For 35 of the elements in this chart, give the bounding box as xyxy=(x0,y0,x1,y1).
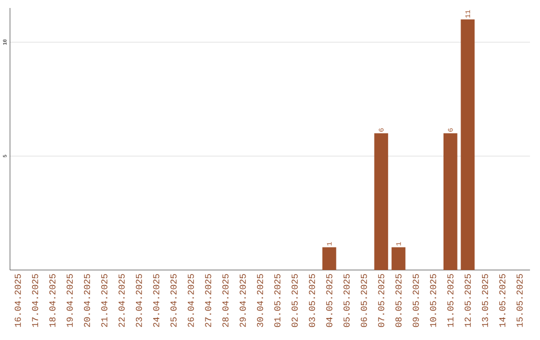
x-tick-label: 15.05.2025 xyxy=(516,274,523,327)
x-tick-label: 07.05.2025 xyxy=(378,274,384,327)
x-tick-label: 16.04.2025 xyxy=(14,274,21,327)
bar xyxy=(443,133,458,270)
x-tick-label: 08.05.2025 xyxy=(395,274,402,327)
bar xyxy=(322,247,336,270)
x-tick-label: 24.04.2025 xyxy=(153,274,160,327)
x-tick-label: 09.05.2025 xyxy=(412,274,419,327)
x-tick-label: 11.05.2025 xyxy=(447,274,454,327)
x-tick-label: 06.05.2025 xyxy=(360,274,367,327)
x-tick-label: 26.04.2025 xyxy=(188,274,194,327)
bar xyxy=(460,19,475,270)
x-tick-label: 13.05.2025 xyxy=(482,274,488,327)
bar xyxy=(392,247,406,270)
x-tick-label: 20.04.2025 xyxy=(84,274,90,327)
x-tick-label: 21.04.2025 xyxy=(101,274,108,327)
x-tick-label: 19.04.2025 xyxy=(66,274,73,327)
x-tick-label: 27.04.2025 xyxy=(205,274,212,327)
x-tick-label: 23.04.2025 xyxy=(136,274,142,327)
x-tick-label: 30.04.2025 xyxy=(257,274,264,327)
x-tick-label: 17.04.2025 xyxy=(32,274,38,327)
x-tick-label: 05.05.2025 xyxy=(344,274,350,327)
x-tick-label: 18.04.2025 xyxy=(49,274,56,327)
bar xyxy=(374,133,388,270)
x-tick-label: 01.05.2025 xyxy=(274,274,280,327)
x-tick-label: 28.04.2025 xyxy=(222,274,229,327)
x-tick-label: 02.05.2025 xyxy=(292,274,298,327)
x-tick-label: 14.05.2025 xyxy=(499,274,506,327)
x-tick-label: 25.04.2025 xyxy=(170,274,177,327)
x-tick-label: 04.05.2025 xyxy=(326,274,332,327)
x-tick-label: 12.05.2025 xyxy=(464,274,471,327)
x-tick-label: 22.04.2025 xyxy=(118,274,125,327)
x-tick-label: 03.05.2025 xyxy=(308,274,316,327)
x-tick-label: 10.05.2025 xyxy=(430,274,436,327)
x-tick-label: 29.04.2025 xyxy=(240,274,246,327)
